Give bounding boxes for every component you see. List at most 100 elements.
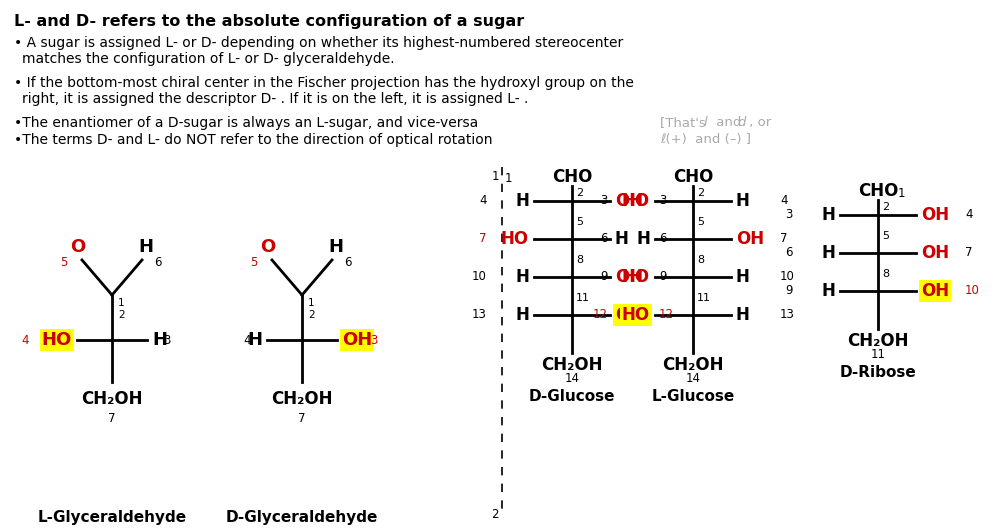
Text: 9: 9 <box>659 270 667 284</box>
Text: H: H <box>736 192 749 210</box>
Text: 2: 2 <box>118 310 125 320</box>
Text: •The enantiomer of a D-sugar is always an L-sugar, and vice-versa: •The enantiomer of a D-sugar is always a… <box>14 116 478 130</box>
Text: l: l <box>704 116 707 129</box>
Text: H: H <box>821 206 835 224</box>
Text: matches the configuration of L- or D- glyceraldehyde.: matches the configuration of L- or D- gl… <box>22 52 394 66</box>
Text: 9: 9 <box>786 285 793 297</box>
Text: D-Ribose: D-Ribose <box>840 365 916 380</box>
Text: ℓ(+)  and (–) ]: ℓ(+) and (–) ] <box>660 133 751 146</box>
Text: 1: 1 <box>898 187 905 200</box>
Text: 4: 4 <box>21 333 29 347</box>
Text: H: H <box>615 230 629 248</box>
Text: H: H <box>736 268 749 286</box>
Text: 9: 9 <box>601 270 608 284</box>
Text: H: H <box>636 230 650 248</box>
Text: 12: 12 <box>659 308 674 322</box>
Text: 7: 7 <box>780 233 788 245</box>
Text: 14: 14 <box>685 372 700 385</box>
Text: HO: HO <box>42 331 72 349</box>
Text: O: O <box>261 238 276 256</box>
Text: 10: 10 <box>965 285 980 297</box>
Text: HO: HO <box>622 192 650 210</box>
Text: D-Glyceraldehyde: D-Glyceraldehyde <box>225 510 378 525</box>
Text: 13: 13 <box>472 308 487 322</box>
Text: 5: 5 <box>250 255 258 269</box>
Text: H: H <box>515 306 529 324</box>
Text: 6: 6 <box>344 255 352 269</box>
Text: HO: HO <box>622 268 650 286</box>
Text: OH: OH <box>921 282 949 300</box>
Text: OH: OH <box>342 331 372 349</box>
Text: 2: 2 <box>882 202 889 212</box>
Text: H: H <box>139 238 154 256</box>
Text: CH₂OH: CH₂OH <box>541 356 603 374</box>
Text: •The terms D- and L- do NOT refer to the direction of optical rotation: •The terms D- and L- do NOT refer to the… <box>14 133 493 147</box>
Text: 5: 5 <box>60 255 67 269</box>
Text: 2: 2 <box>697 188 704 198</box>
Text: H: H <box>247 331 262 349</box>
Text: 2: 2 <box>576 188 583 198</box>
Text: 4: 4 <box>965 208 973 222</box>
Text: CH₂OH: CH₂OH <box>272 390 333 408</box>
Text: 4: 4 <box>243 333 250 347</box>
Text: 7: 7 <box>965 246 973 260</box>
Text: CH₂OH: CH₂OH <box>81 390 143 408</box>
Text: 5: 5 <box>576 217 583 227</box>
Text: OH: OH <box>736 230 765 248</box>
Text: CH₂OH: CH₂OH <box>847 332 908 350</box>
Text: OH: OH <box>615 268 643 286</box>
Text: L-Glucose: L-Glucose <box>651 389 734 404</box>
Text: HO: HO <box>622 306 650 324</box>
Text: OH: OH <box>615 306 643 324</box>
Text: 8: 8 <box>697 255 704 265</box>
Text: 6: 6 <box>786 246 793 260</box>
Text: right, it is assigned the descriptor D- . If it is on the left, it is assigned L: right, it is assigned the descriptor D- … <box>22 92 528 106</box>
Text: CH₂OH: CH₂OH <box>662 356 723 374</box>
Text: 7: 7 <box>298 412 306 425</box>
Text: • If the bottom-most chiral center in the Fischer projection has the hydroxyl gr: • If the bottom-most chiral center in th… <box>14 76 634 90</box>
Text: 13: 13 <box>780 308 795 322</box>
Text: 5: 5 <box>697 217 704 227</box>
Text: 14: 14 <box>564 372 579 385</box>
Text: OH: OH <box>921 206 949 224</box>
Text: 7: 7 <box>480 233 487 245</box>
Text: CHO: CHO <box>552 168 593 186</box>
Text: 3: 3 <box>659 195 666 208</box>
Text: 3: 3 <box>786 208 793 222</box>
Text: O: O <box>70 238 86 256</box>
Text: • A sugar is assigned L- or D- depending on whether its highest-numbered stereoc: • A sugar is assigned L- or D- depending… <box>14 36 624 50</box>
Text: CHO: CHO <box>673 168 713 186</box>
Text: [That's: [That's <box>660 116 710 129</box>
Text: HO: HO <box>501 230 529 248</box>
Text: 1: 1 <box>505 172 512 185</box>
Text: H: H <box>152 331 167 349</box>
Text: H: H <box>821 282 835 300</box>
Text: CHO: CHO <box>858 182 898 200</box>
Text: 11: 11 <box>697 293 711 303</box>
Text: L-Glyceraldehyde: L-Glyceraldehyde <box>37 510 186 525</box>
Text: 6: 6 <box>154 255 162 269</box>
Text: 1: 1 <box>118 298 125 308</box>
Text: 2: 2 <box>492 508 499 521</box>
Text: 6: 6 <box>601 233 608 245</box>
Text: H: H <box>821 244 835 262</box>
Text: 11: 11 <box>870 348 885 361</box>
Text: H: H <box>515 192 529 210</box>
Text: D-Glucose: D-Glucose <box>529 389 616 404</box>
Text: 7: 7 <box>109 412 116 425</box>
Text: H: H <box>515 268 529 286</box>
Text: OH: OH <box>615 192 643 210</box>
Text: 3: 3 <box>370 333 377 347</box>
Text: 4: 4 <box>480 195 487 208</box>
Text: 8: 8 <box>576 255 583 265</box>
Text: 2: 2 <box>308 310 315 320</box>
Text: H: H <box>329 238 343 256</box>
Text: 5: 5 <box>882 231 889 241</box>
Text: d: d <box>737 116 745 129</box>
Text: , or: , or <box>745 116 772 129</box>
Text: 4: 4 <box>780 195 788 208</box>
Text: H: H <box>736 306 749 324</box>
Text: 12: 12 <box>593 308 608 322</box>
Text: 8: 8 <box>882 269 889 279</box>
Text: 11: 11 <box>576 293 590 303</box>
